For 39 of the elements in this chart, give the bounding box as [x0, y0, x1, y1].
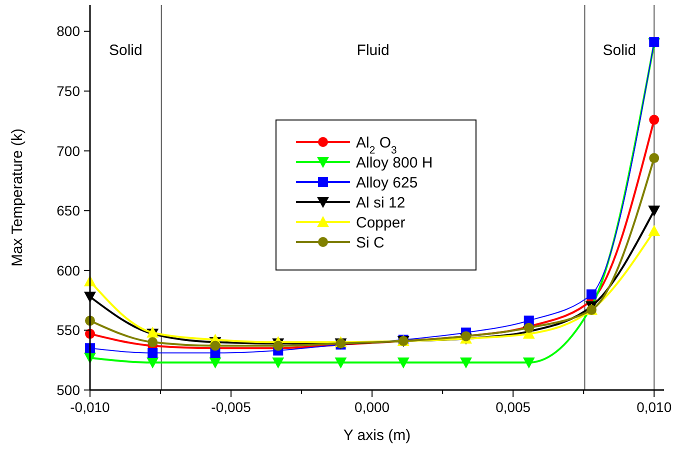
y-tick-label: 750 [56, 82, 80, 99]
annotation: Fluid [356, 42, 390, 59]
point [334, 358, 347, 368]
annotation: Solid [109, 42, 142, 59]
point [649, 114, 660, 125]
point [209, 358, 222, 368]
y-tick-label: 650 [56, 202, 80, 219]
y-axis-title: Max Temperature (k) [9, 128, 26, 267]
point [210, 340, 220, 351]
y-tick-label: 600 [56, 262, 80, 278]
y-tick-label: 700 [56, 142, 80, 159]
point [148, 337, 158, 348]
x-tick-label: 0,000 [354, 399, 390, 415]
y-tick-label: 800 [56, 23, 80, 40]
point [649, 153, 660, 164]
x-tick-label: 0,005 [496, 399, 531, 415]
legend-label: Si C [356, 234, 385, 252]
legend-label: Alloy 625 [356, 174, 418, 192]
point [148, 348, 158, 358]
point [460, 358, 472, 368]
y-tick-label: 500 [56, 382, 80, 398]
point [648, 224, 660, 236]
point [397, 358, 410, 368]
legend-label: Copper [356, 214, 406, 232]
point [586, 289, 597, 300]
point [272, 358, 284, 368]
x-tick-label: 0,010 [636, 399, 672, 415]
legend-label: Al si 12 [356, 194, 406, 212]
point [273, 340, 284, 351]
legend-label: Al$_{2}$ O$_{3}$ [356, 134, 398, 156]
y-tick-label: 550 [56, 322, 80, 338]
x-axis-title: Y axis (m) [343, 427, 411, 444]
legend-label: Alloy 800 H [356, 154, 433, 172]
annotation: Solid [602, 42, 636, 59]
point [648, 206, 660, 217]
x-tick-label: -0,005 [211, 399, 252, 415]
point [522, 358, 535, 368]
point [146, 358, 159, 368]
x-tick-label: -0,010 [70, 399, 110, 415]
